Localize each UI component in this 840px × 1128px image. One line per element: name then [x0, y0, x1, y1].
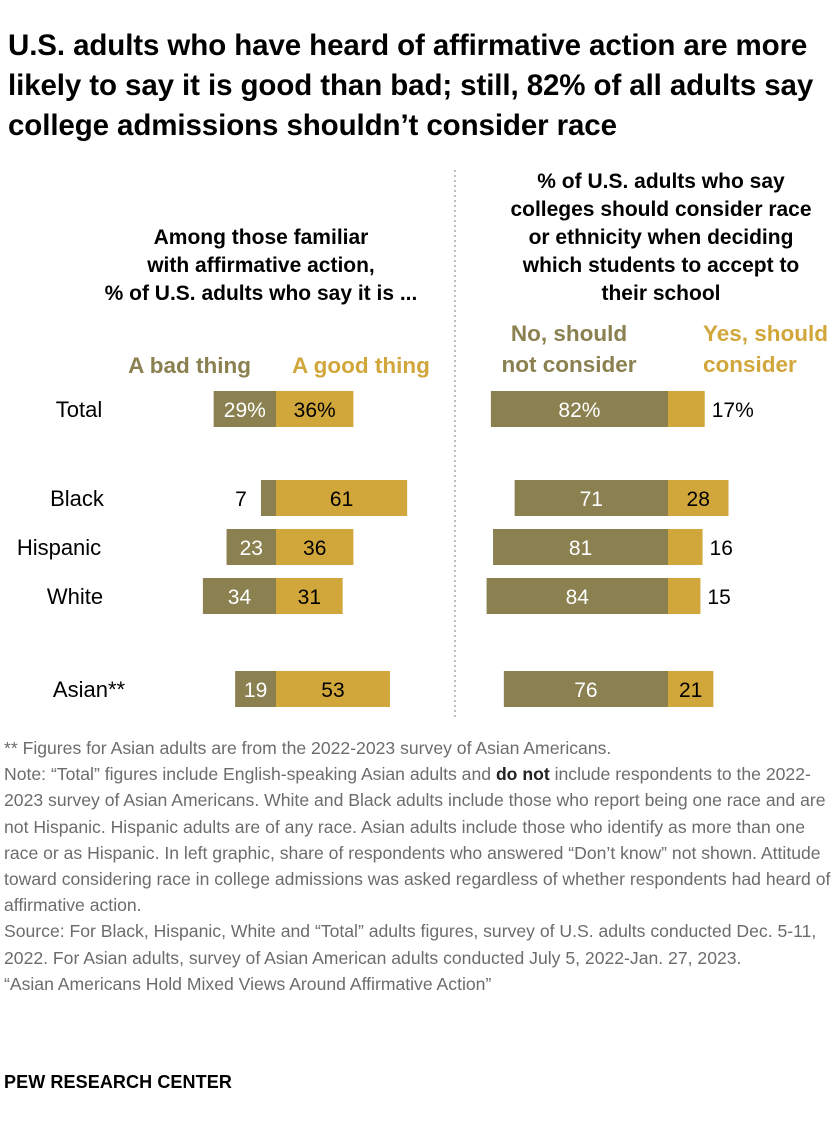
value-label-good: 61: [330, 488, 353, 511]
bar-good-thing: [276, 671, 390, 707]
category-label: Hispanic: [17, 535, 101, 560]
right-subtitle-line: which students to accept to: [522, 254, 800, 277]
value-label-yes: 28: [687, 488, 710, 511]
value-label-bad: 23: [240, 537, 263, 560]
left-subtitle-line: % of U.S. adults who say it is ...: [105, 282, 418, 305]
bar-yes-should-consider: [668, 529, 703, 565]
value-label-no: 81: [569, 537, 592, 560]
note-text-end: include respondents to the 2022-2023 sur…: [4, 764, 831, 916]
bar-bad-thing: [226, 529, 276, 565]
bar-good-thing: [276, 578, 343, 614]
category-label: White: [47, 584, 103, 609]
value-label-no: 71: [580, 488, 603, 511]
bar-bad-thing: [213, 391, 276, 427]
bar-no-should-not-consider: [514, 480, 668, 516]
category-label: Black: [50, 486, 105, 511]
value-label-yes: 17%: [712, 399, 754, 422]
bar-good-thing: [276, 529, 354, 565]
bar-no-should-not-consider: [490, 391, 668, 427]
chart-title: U.S. adults who have heard of affirmativ…: [8, 29, 814, 142]
value-label-yes: 21: [679, 679, 702, 702]
right-subtitle-line: % of U.S. adults who say: [537, 170, 785, 193]
bar-yes-should-consider: [668, 391, 705, 427]
value-label-yes: 16: [710, 537, 733, 560]
value-label-bad: 7: [235, 488, 247, 511]
bar-no-should-not-consider: [486, 578, 668, 614]
value-label-bad: 29%: [224, 399, 266, 422]
right-subtitle-line: their school: [601, 282, 720, 305]
right-subtitle-line: colleges should consider race: [510, 198, 811, 221]
value-label-no: 76: [574, 679, 597, 702]
category-label: Asian**: [53, 677, 126, 702]
bar-yes-should-consider: [668, 671, 714, 707]
value-label-bad: 19: [244, 679, 267, 702]
bar-bad-thing: [260, 480, 276, 516]
value-label-no: 84: [566, 586, 590, 609]
chart: Among those familiar with affirmative act…: [17, 170, 828, 718]
value-label-no: 82%: [558, 399, 600, 422]
legend-yes-should-consider: consider: [703, 352, 797, 377]
value-label-bad: 34: [228, 586, 252, 609]
bar-yes-should-consider: [668, 578, 701, 614]
bar-bad-thing: [235, 671, 276, 707]
legend-no-should-not-consider: No, should: [511, 321, 627, 346]
bar-yes-should-consider: [668, 480, 729, 516]
legend-yes-should-consider: Yes, should: [703, 321, 828, 346]
value-label-good: 36: [303, 537, 326, 560]
legend-good-thing: A good thing: [292, 353, 430, 378]
bar-no-should-not-consider: [493, 529, 668, 565]
footnotes: ** Figures for Asian adults are from the…: [4, 735, 836, 997]
note-text-bold: do not: [495, 764, 550, 785]
bar-good-thing: [276, 480, 408, 516]
note-footnote: Note: “Total” figures include English-sp…: [4, 761, 836, 918]
value-label-yes: 15: [707, 586, 730, 609]
legend-bad-thing: A bad thing: [128, 353, 251, 378]
value-label-good: 31: [298, 586, 321, 609]
value-label-good: 36%: [294, 399, 336, 422]
bar-bad-thing: [202, 578, 276, 614]
left-subtitle-line: with affirmative action,: [146, 254, 375, 277]
left-subtitle-line: Among those familiar: [154, 226, 369, 249]
legend-no-should-not-consider: not consider: [501, 352, 636, 377]
value-label-good: 53: [321, 679, 344, 702]
report-title: “Asian Americans Hold Mixed Views Around…: [4, 973, 492, 994]
bar-good-thing: [276, 391, 354, 427]
note-text-start: Note: “Total” figures include English-sp…: [4, 764, 496, 785]
category-label: Total: [56, 397, 102, 422]
right-subtitle-line: or ethnicity when deciding: [529, 226, 794, 249]
pew-logo-text: PEW RESEARCH CENTER: [4, 1072, 232, 1092]
asian-footnote: ** Figures for Asian adults are from the…: [4, 738, 612, 758]
source-footnote: Source: For Black, Hispanic, White and “…: [4, 921, 817, 968]
bar-no-should-not-consider: [503, 671, 668, 707]
